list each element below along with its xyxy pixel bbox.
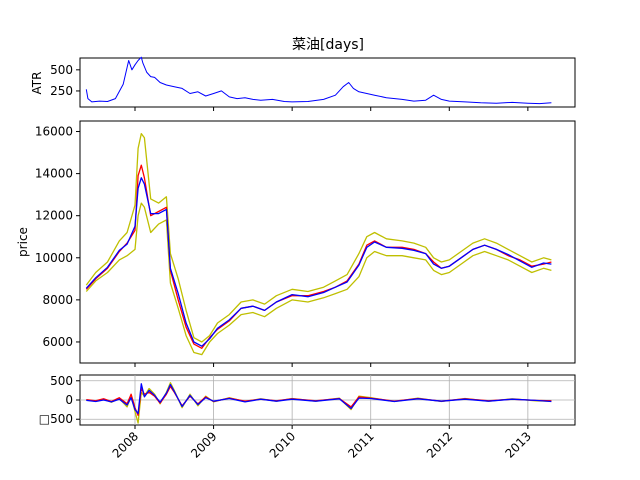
- price-axes-frame: [79, 120, 576, 364]
- price-ylabel: price: [16, 227, 30, 257]
- xtick-label-2013: 2013: [502, 429, 533, 460]
- volatility-ytick-label-0: 500: [50, 374, 73, 388]
- price-ytick-label-5: 16000: [35, 125, 73, 139]
- xtick-label-2009: 2009: [188, 429, 219, 460]
- volatility-ytick-label-1: 0: [65, 393, 73, 407]
- volatility-ytick-label-2: □500: [39, 412, 73, 426]
- atr-ytick-label-0: 250: [50, 84, 73, 98]
- xtick-label-2012: 2012: [424, 429, 455, 460]
- atr-ytick-label-1: 500: [50, 63, 73, 77]
- atr-ylabel: ATR: [30, 72, 44, 95]
- volatility-series-line-0: [86, 382, 552, 424]
- xtick-label-2010: 2010: [267, 429, 298, 460]
- atr-series-line-0: [85, 56, 552, 105]
- price-series-line-2: [85, 164, 552, 349]
- price-series-line-1: [85, 202, 552, 356]
- price-ytick-label-2: 10000: [35, 251, 73, 265]
- price-ytick-label-1: 8000: [42, 293, 73, 307]
- price-panel: price 6000 8000 10000 12000 14000 16000: [16, 120, 576, 367]
- atr-axes-frame: [79, 57, 576, 108]
- price-series-line-3: [85, 177, 552, 347]
- chart-title: 菜油[days]: [292, 37, 364, 53]
- atr-panel: ATR 250 500: [30, 56, 576, 111]
- xtick-label-2011: 2011: [345, 429, 376, 460]
- volatility-series-line-2: [86, 383, 552, 415]
- price-ytick-label-0: 6000: [42, 335, 73, 349]
- volatility-panel: 500 0 □500 2008 2009 2010 2011 2012 2013: [39, 374, 576, 461]
- xtick-label-2008: 2008: [110, 429, 141, 460]
- price-ytick-label-4: 14000: [35, 167, 73, 181]
- price-series-line-0: [85, 132, 552, 343]
- price-ytick-label-3: 12000: [35, 209, 73, 223]
